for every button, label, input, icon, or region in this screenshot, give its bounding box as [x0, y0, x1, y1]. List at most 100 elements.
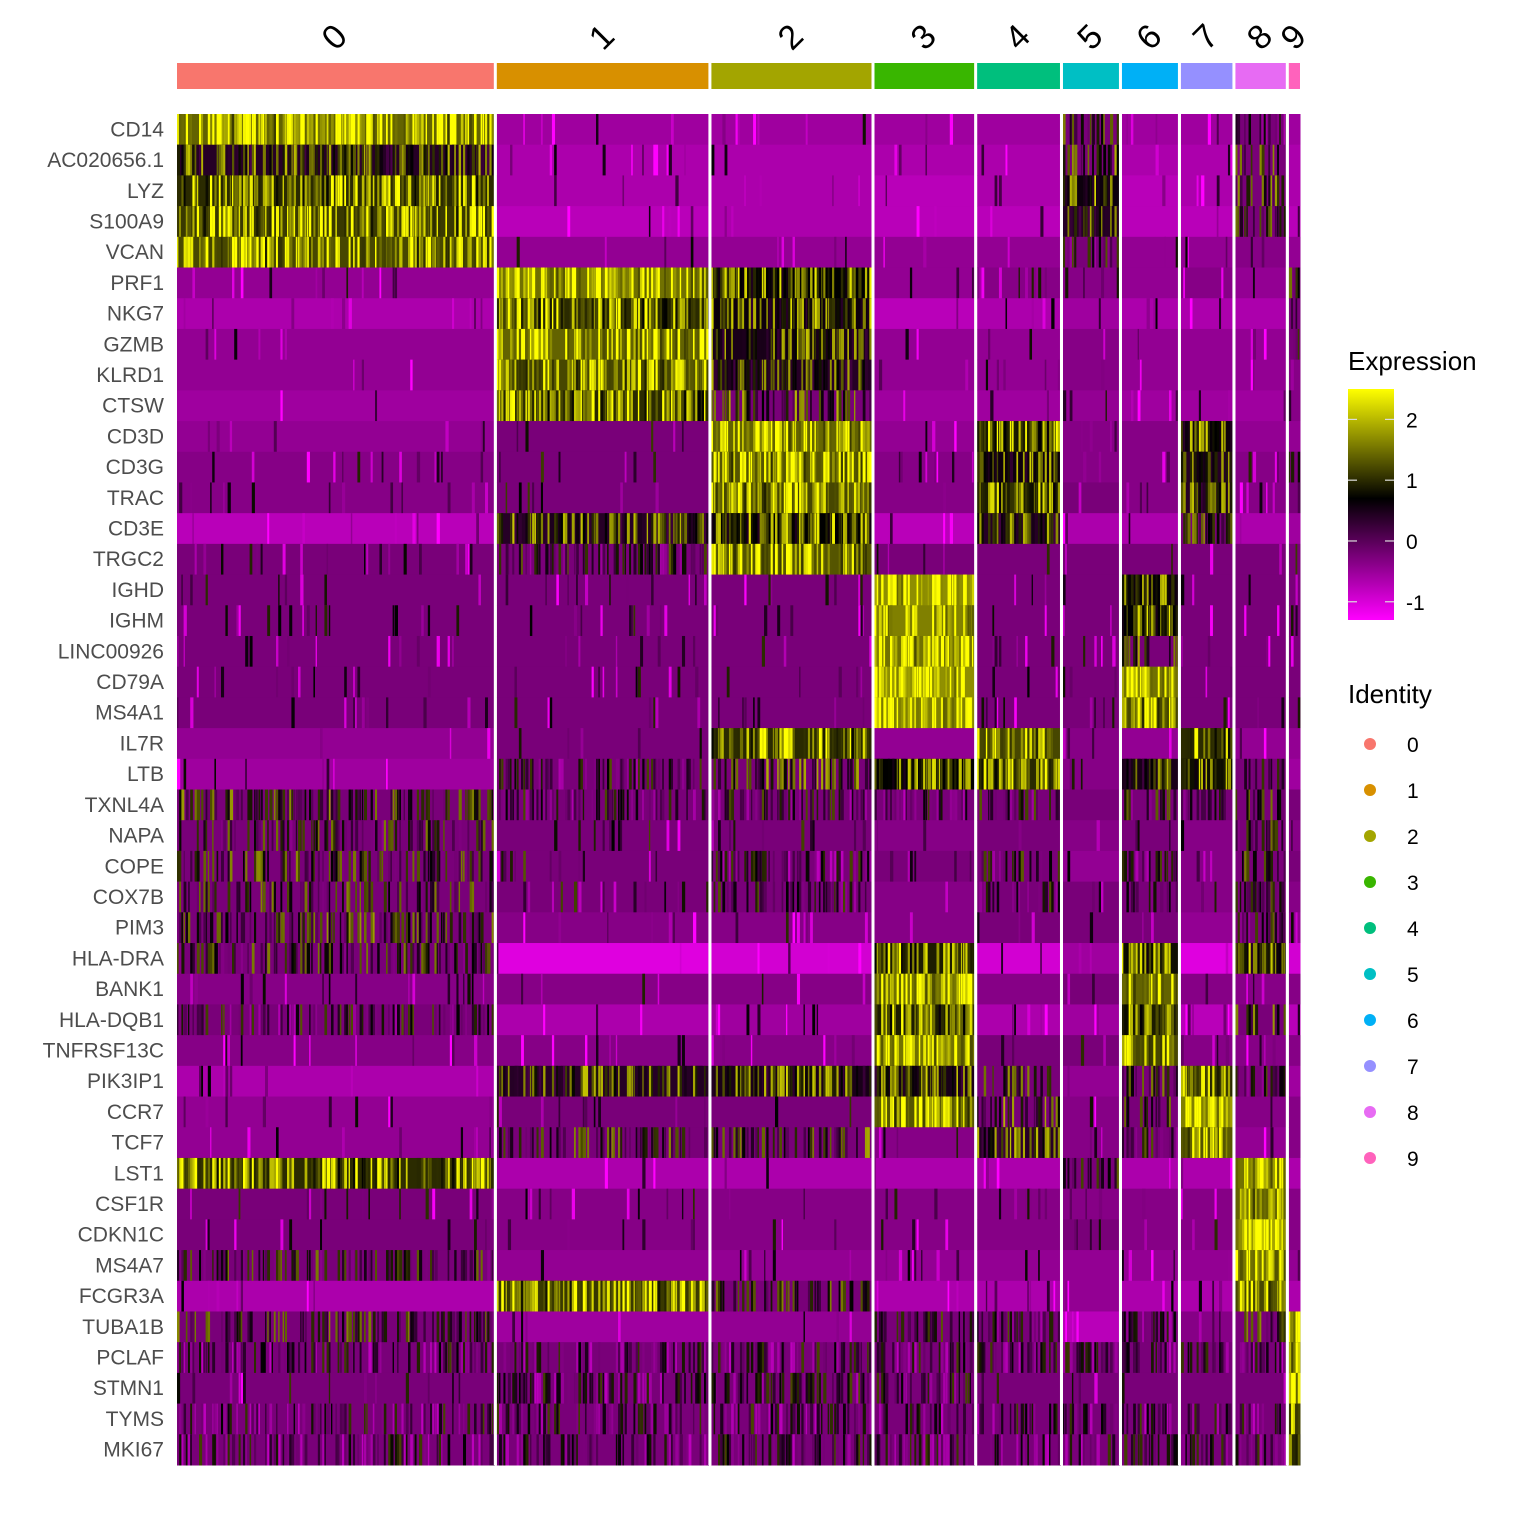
heatmap-cell — [177, 635, 495, 668]
heatmap-cell — [711, 206, 872, 238]
heatmap-cell — [1180, 1004, 1233, 1036]
cluster-color-block — [1121, 63, 1178, 89]
heatmap-cell — [977, 1403, 1061, 1435]
heatmap-cell — [1121, 206, 1179, 238]
heatmap-cell — [496, 1342, 709, 1374]
heatmap-cell — [1121, 789, 1179, 821]
gene-label: TUBA1B — [82, 1316, 164, 1339]
identity-legend-key — [1364, 968, 1376, 980]
heatmap-cell — [496, 1403, 709, 1435]
heatmap-cell — [1180, 1096, 1233, 1128]
heatmap-cell — [977, 482, 1061, 514]
heatmap-cell — [1180, 1065, 1233, 1098]
heatmap-cell — [1235, 328, 1287, 361]
heatmap-cell — [1180, 850, 1233, 883]
heatmap-cell — [496, 820, 709, 852]
heatmap-cell — [711, 482, 872, 514]
heatmap-cell — [1235, 1342, 1287, 1374]
heatmap-cell — [1235, 1157, 1287, 1190]
heatmap-cell — [1062, 1342, 1120, 1374]
heatmap-cell — [1062, 943, 1120, 975]
heatmap-cell — [1062, 1157, 1120, 1190]
heatmap-cell — [1121, 1342, 1179, 1374]
heatmap-cell — [496, 513, 709, 545]
heatmap-cell — [1180, 1311, 1233, 1343]
heatmap-cell — [1180, 820, 1233, 852]
heatmap-cell — [711, 1280, 872, 1312]
identity-legend-key — [1364, 922, 1376, 934]
heatmap-cell — [977, 728, 1061, 760]
heatmap-cell — [1235, 912, 1287, 944]
identity-legend-label: 4 — [1407, 918, 1419, 941]
heatmap-cell — [1121, 1127, 1179, 1159]
heatmap-cell — [977, 206, 1061, 238]
heatmap-cell — [977, 1280, 1061, 1312]
heatmap-cell — [977, 175, 1061, 207]
gene-label: MS4A1 — [95, 702, 164, 725]
heatmap-cell — [496, 390, 709, 422]
gene-label: HLA-DQB1 — [59, 1009, 164, 1032]
gene-label: PCLAF — [96, 1347, 164, 1370]
heatmap-cell — [1180, 236, 1233, 269]
heatmap-cell — [1288, 574, 1301, 606]
heatmap-cell — [711, 114, 872, 146]
heatmap-cell — [177, 236, 495, 269]
heatmap-cell — [1121, 635, 1179, 668]
heatmap-cell — [177, 144, 495, 176]
heatmap-cell — [496, 1311, 709, 1343]
heatmap-cell — [1062, 574, 1120, 606]
heatmap-cell — [874, 820, 975, 852]
heatmap-cell — [496, 144, 709, 176]
heatmap-cell — [711, 513, 872, 545]
heatmap-cell — [1288, 789, 1301, 821]
heatmap-cell — [711, 1188, 872, 1220]
heatmap-cell — [1062, 1372, 1120, 1405]
heatmap-cell — [1180, 1280, 1233, 1312]
heatmap-cell — [874, 1280, 975, 1312]
heatmap-cell — [1062, 912, 1120, 944]
heatmap-cell — [977, 1004, 1061, 1036]
heatmap-cell — [711, 1250, 872, 1282]
heatmap-cell — [874, 513, 975, 545]
heatmap-cell — [1288, 1403, 1301, 1435]
heatmap-cell — [496, 912, 709, 944]
heatmap-cell — [496, 1035, 709, 1067]
heatmap-cell — [1121, 1403, 1179, 1435]
heatmap-cell — [1288, 1188, 1301, 1220]
heatmap-cell — [1180, 144, 1233, 176]
gene-label: CSF1R — [95, 1193, 164, 1216]
cluster-label: 4 — [998, 17, 1038, 57]
heatmap-cell — [874, 267, 975, 299]
heatmap-cell — [496, 850, 709, 883]
heatmap-cell — [711, 881, 872, 913]
heatmap-cell — [177, 114, 495, 146]
heatmap-cell — [711, 1372, 872, 1405]
heatmap-cell — [1121, 421, 1179, 453]
heatmap-cell — [977, 144, 1061, 176]
identity-legend-title: Identity — [1348, 679, 1432, 709]
heatmap-cell — [1180, 912, 1233, 944]
heatmap-cell — [711, 728, 872, 760]
gene-label: BANK1 — [95, 978, 164, 1001]
heatmap-cell — [177, 1188, 495, 1220]
heatmap-cell — [1288, 298, 1301, 330]
heatmap-cell — [496, 605, 709, 637]
heatmap-cell — [1235, 1096, 1287, 1128]
heatmap-cell — [1121, 943, 1179, 975]
heatmap-cell — [874, 1127, 975, 1159]
heatmap-cell — [874, 912, 975, 944]
gene-label: STMN1 — [93, 1377, 164, 1400]
heatmap-cell — [1235, 820, 1287, 852]
heatmap-cell — [1180, 1434, 1233, 1466]
heatmap-cell — [874, 543, 975, 576]
heatmap-cell — [1235, 267, 1287, 299]
heatmap-cell — [496, 574, 709, 606]
heatmap-cell — [496, 943, 709, 975]
heatmap-cell — [1288, 881, 1301, 913]
heatmap-cell — [1121, 881, 1179, 913]
expression-colorbar — [1348, 389, 1394, 620]
heatmap-cell — [874, 728, 975, 760]
heatmap-cell — [1180, 881, 1233, 913]
heatmap-cell — [711, 758, 873, 790]
heatmap-cell — [1180, 1250, 1233, 1282]
